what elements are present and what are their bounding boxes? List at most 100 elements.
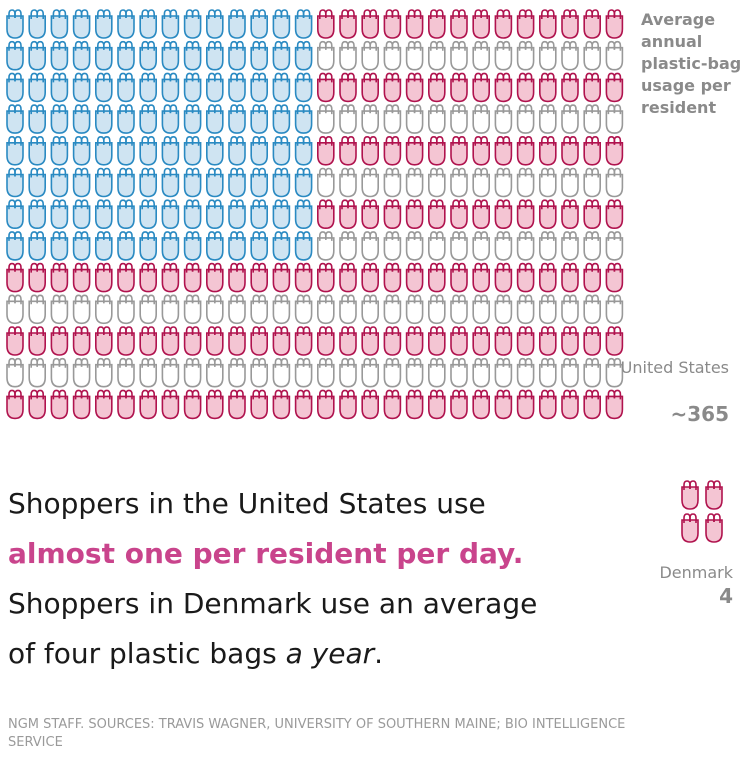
bag-icon [539, 199, 557, 230]
bag-icon [428, 262, 446, 293]
bag-icon [516, 72, 535, 103]
bag-icon [294, 104, 313, 134]
bag-icon [206, 389, 224, 420]
bag-icon [583, 9, 601, 39]
bag-icon [472, 294, 490, 325]
bag-icon [228, 294, 246, 325]
bag-icon [317, 72, 335, 103]
bag-icon [361, 9, 379, 39]
bag-icon [250, 231, 268, 261]
bag-icon [50, 326, 69, 356]
bag-icon [28, 167, 46, 198]
bag-icon [206, 9, 224, 39]
bag-icon [294, 389, 313, 420]
bag-icon [50, 9, 69, 39]
bag-icon [139, 167, 157, 198]
headline-italic: a year [285, 637, 375, 670]
bag-icon [428, 72, 446, 103]
bag-icon [317, 294, 335, 325]
bag-icon [472, 357, 490, 388]
bag-icon [450, 389, 468, 420]
bag-icon [95, 357, 113, 388]
bag-icon [250, 167, 268, 198]
bag-icon [561, 72, 579, 103]
bag-icon [6, 294, 24, 325]
bag-icon [117, 231, 135, 261]
bag-icon [95, 72, 113, 103]
bag-icon [405, 40, 424, 71]
bag-icon [272, 357, 291, 388]
bag-icon [494, 40, 513, 71]
bag-icon [583, 389, 601, 420]
bag-icon [6, 40, 24, 71]
bag-icon [6, 72, 24, 103]
bag-icon [405, 357, 424, 388]
bag-icon [361, 294, 379, 325]
bag-icon [206, 40, 224, 71]
bag-icon [228, 40, 246, 71]
bag-icon [605, 135, 624, 166]
bag-icon [428, 326, 446, 356]
bag-icon [95, 9, 113, 39]
bag-icon [117, 326, 135, 356]
bag-icon [516, 326, 535, 356]
bag-icon [450, 199, 468, 230]
bag-icon [95, 104, 113, 134]
bag-icon [50, 167, 69, 198]
bag-icon [183, 167, 202, 198]
bag-icon [28, 262, 46, 293]
bag-icon [583, 135, 601, 166]
bag-icon [183, 104, 202, 134]
bag-icon [383, 135, 402, 166]
bag-icon [561, 389, 579, 420]
bag-icon [317, 9, 335, 39]
bag-icon [272, 326, 291, 356]
bag-icon [539, 135, 557, 166]
bag-icon [605, 389, 624, 420]
bag-icon [294, 135, 313, 166]
bag-icon [139, 326, 157, 356]
bag-icon [494, 199, 513, 230]
bag-icon [72, 104, 91, 134]
bag-icon [139, 357, 157, 388]
bag-icon [428, 199, 446, 230]
bag-icon [95, 199, 113, 230]
bag-icon [494, 294, 513, 325]
bag-icon [339, 135, 357, 166]
bag-icon [383, 72, 402, 103]
bag-icon [605, 40, 624, 71]
bag-icon [206, 326, 224, 356]
bag-icon [472, 389, 490, 420]
bag-icon [405, 135, 424, 166]
bag-icon [583, 262, 601, 293]
bag-icon [450, 262, 468, 293]
bag-icon [161, 357, 180, 388]
bag-icon [450, 326, 468, 356]
bag-icon [294, 231, 313, 261]
bag-icon [405, 262, 424, 293]
bag-icon [250, 389, 268, 420]
denmark-label: Denmark [659, 563, 733, 582]
bag-icon [228, 389, 246, 420]
bag-icon [472, 40, 490, 71]
bag-icon [228, 326, 246, 356]
bag-icon [161, 135, 180, 166]
bag-icon [561, 135, 579, 166]
bag-icon [494, 262, 513, 293]
source-credit: NGM STAFF. SOURCES: TRAVIS WAGNER, UNIVE… [8, 717, 626, 750]
bag-icon [361, 262, 379, 293]
bag-icon [6, 167, 24, 198]
bag-icon [561, 104, 579, 134]
bag-icon [605, 167, 624, 198]
bag-icon [139, 231, 157, 261]
bag-icon [472, 326, 490, 356]
bag-icon [383, 326, 402, 356]
bag-icon [250, 199, 268, 230]
bag-icon [494, 357, 513, 388]
bag-icon [50, 294, 69, 325]
bag-icon [317, 135, 335, 166]
bag-icon [6, 262, 24, 293]
bag-icon [539, 326, 557, 356]
bag-icon [250, 104, 268, 134]
bag-icon [228, 72, 246, 103]
